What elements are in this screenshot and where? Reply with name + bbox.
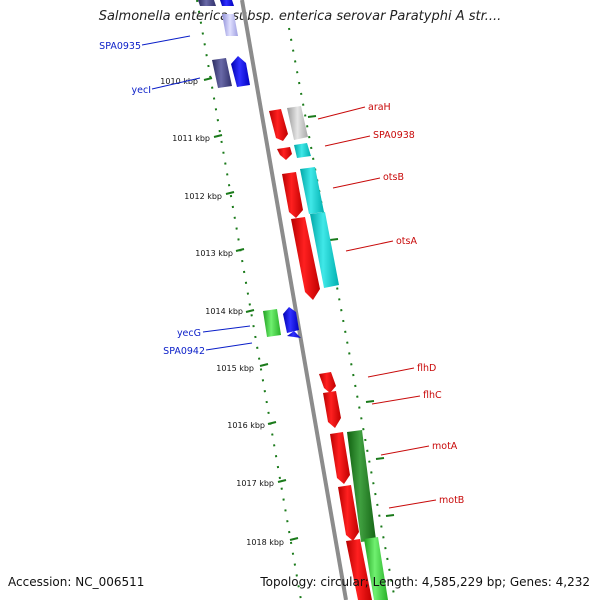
- left-gene-labels: SPA0935 yecI yecG SPA0942: [99, 41, 205, 357]
- gene-araH-red[interactable]: [269, 109, 288, 141]
- kbp-label: 1014 kbp: [205, 307, 243, 316]
- rtick: [375, 457, 385, 460]
- rtick: [365, 400, 375, 403]
- gene-otsA-cyan[interactable]: [310, 212, 339, 288]
- kbp-label: 1016 kbp: [227, 421, 265, 430]
- gene-label-motB[interactable]: motB: [439, 495, 464, 506]
- gene-label-SPA0935[interactable]: SPA0935: [99, 41, 141, 52]
- tick-1011: [213, 134, 223, 138]
- right-genes: [269, 106, 388, 600]
- gene-motB-red[interactable]: [338, 485, 359, 541]
- gene-label-flhD[interactable]: flhD: [417, 363, 436, 374]
- gene-top-pale[interactable]: [222, 14, 238, 36]
- gene-motA-green[interactable]: [347, 430, 376, 542]
- topology-text: Topology: circular; Length: 4,585,229 bp…: [260, 575, 590, 589]
- leader-flhD: [367, 367, 415, 378]
- gene-flhD-red[interactable]: [319, 372, 336, 393]
- leader-SPA0935: [141, 35, 191, 46]
- leader-otsA: [345, 240, 394, 252]
- genome-backbone: [240, 0, 348, 600]
- gene-otsB-cyan[interactable]: [300, 167, 324, 214]
- leader-lines: [141, 35, 437, 509]
- gene-araH-gray[interactable]: [287, 106, 308, 140]
- gene-yecI-navy[interactable]: [212, 58, 232, 88]
- gene-flhC-red[interactable]: [323, 391, 341, 428]
- accession-text: Accession: NC_006511: [8, 575, 145, 589]
- kbp-labels: 1010 kbp 1011 kbp 1012 kbp 1013 kbp 1014…: [160, 77, 284, 547]
- gene-SPA0942-blue[interactable]: [283, 307, 299, 333]
- gene-bottom-red[interactable]: [346, 539, 372, 600]
- gene-SPA0938-cyan[interactable]: [294, 143, 311, 158]
- right-ruler: [288, 27, 396, 600]
- rtick: [329, 238, 339, 241]
- gene-SPA0938-red[interactable]: [277, 147, 292, 160]
- gene-label-araH[interactable]: araH: [368, 102, 391, 113]
- leader-yecI: [151, 77, 201, 90]
- left-genes: [198, 0, 301, 338]
- rtick: [307, 115, 317, 118]
- gene-bottom-green[interactable]: [364, 537, 388, 600]
- right-ruler-ticks: [307, 115, 395, 517]
- tick-1014: [245, 309, 255, 313]
- kbp-label: 1011 kbp: [172, 134, 210, 143]
- leader-motA: [380, 445, 430, 456]
- kbp-label: 1015 kbp: [216, 364, 254, 373]
- tick-1013: [235, 248, 245, 252]
- gene-label-otsA[interactable]: otsA: [396, 236, 417, 247]
- kbp-label: 1010 kbp: [160, 77, 198, 86]
- left-ruler: [196, 0, 302, 600]
- gene-yecG-green[interactable]: [263, 309, 281, 337]
- kbp-ticks: [203, 77, 299, 541]
- tick-1017: [277, 479, 287, 483]
- gene-motA-red[interactable]: [330, 432, 350, 484]
- gene-yecI-blue[interactable]: [231, 56, 250, 87]
- leader-araH: [317, 106, 366, 120]
- gene-otsB-red[interactable]: [282, 172, 303, 218]
- kbp-label: 1013 kbp: [195, 249, 233, 258]
- kbp-label: 1018 kbp: [246, 538, 284, 547]
- gene-label-otsB[interactable]: otsB: [383, 172, 404, 183]
- gene-label-SPA0942[interactable]: SPA0942: [163, 346, 205, 357]
- leader-otsB: [332, 177, 381, 189]
- leader-SPA0942: [205, 342, 253, 351]
- gene-label-yecI[interactable]: yecI: [132, 85, 152, 96]
- gene-label-motA[interactable]: motA: [432, 441, 458, 452]
- tick-1018: [289, 537, 299, 541]
- tick-1012: [225, 191, 235, 195]
- leader-SPA0938: [324, 135, 371, 147]
- leader-motB: [388, 499, 437, 509]
- gene-label-flhC[interactable]: flhC: [423, 390, 442, 401]
- tick-1010: [203, 77, 213, 81]
- kbp-label: 1012 kbp: [184, 192, 222, 201]
- kbp-label: 1017 kbp: [236, 479, 274, 488]
- rtick: [385, 514, 395, 517]
- tick-1016: [267, 421, 277, 425]
- gene-top-blue[interactable]: [220, 0, 234, 6]
- leader-flhC: [371, 395, 421, 405]
- gene-label-SPA0938[interactable]: SPA0938: [373, 130, 415, 141]
- gene-top-navy[interactable]: [198, 0, 216, 6]
- right-gene-labels: araH SPA0938 otsB otsA flhD flhC motA mo…: [368, 102, 464, 506]
- tick-1015: [259, 363, 269, 367]
- gene-otsA-red[interactable]: [291, 217, 320, 300]
- leader-yecG: [202, 325, 251, 333]
- gene-label-yecG[interactable]: yecG: [177, 328, 201, 339]
- gene-SPA0942-arrow[interactable]: [287, 331, 301, 338]
